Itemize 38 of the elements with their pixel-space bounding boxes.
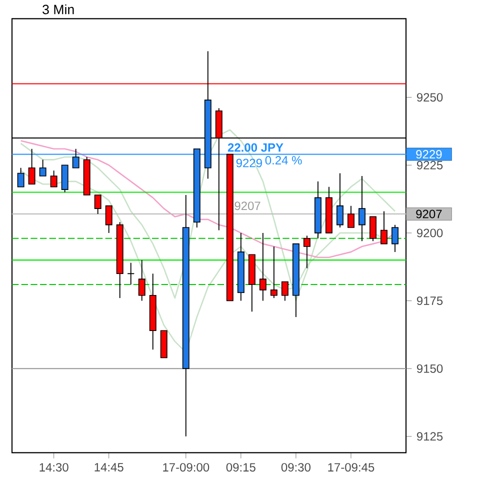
candlestick [281,281,288,302]
candlestick [94,194,102,215]
candlestick [270,246,278,299]
candlestick [138,260,146,302]
x-tick-label: 14:45 [94,463,124,472]
x-tick-label: 17-09:00 [163,463,210,472]
candlestick [358,176,366,242]
annotation: 9229 [236,158,262,168]
candlestick [50,170,58,188]
candlestick [348,206,354,228]
ref-line-label: 9207 [416,210,442,218]
candlestick [370,216,376,242]
candlestick [259,232,266,302]
y-tick-label: 9200 [416,228,443,238]
candlestick [127,262,135,286]
x-tick-label: 09:15 [226,463,256,472]
y-tick-label: 9175 [416,296,443,306]
candlestick [39,159,46,177]
candlestick [28,148,36,185]
candlestick [105,206,112,234]
candlestick [303,235,310,269]
x-tick-label: 09:30 [281,463,310,472]
chart-title: 3 Min [42,4,74,14]
x-tick-label: 17-09:45 [328,463,374,472]
y-tick-label: 9250 [416,93,443,102]
candlestick [336,172,344,228]
y-tick-label: 9225 [416,161,443,170]
annotation: 9207 [234,202,260,210]
candlestick [17,168,24,188]
x-tick-label: 14:30 [40,463,68,472]
y-tick-label: 9150 [416,364,443,373]
annotation: 22.00 JPY [228,143,284,152]
ref-line-label: 9229 [416,150,442,159]
annotation: 0.24 % [265,156,302,165]
candlestick [72,148,80,168]
y-tick-label: 9125 [416,432,443,441]
candlestick [392,224,398,253]
candlestick [380,210,388,244]
